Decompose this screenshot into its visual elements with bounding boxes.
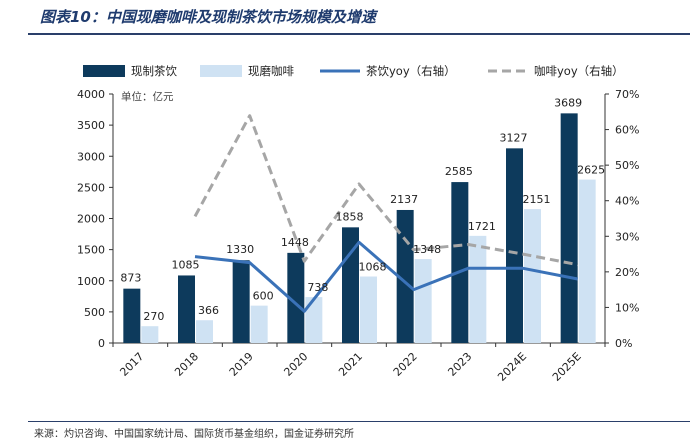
legend-swatch-coffee bbox=[200, 65, 242, 77]
right-tick-label: 0% bbox=[615, 337, 632, 350]
bar-coffee bbox=[469, 235, 487, 343]
chart-title: 图表10：中国现磨咖啡及现制茶饮市场规模及增速 bbox=[40, 8, 376, 26]
right-tick-label: 20% bbox=[615, 266, 639, 279]
bar-tea bbox=[232, 260, 250, 343]
x-tick-label: 2023 bbox=[445, 350, 474, 379]
data-label-tea: 2137 bbox=[390, 193, 418, 206]
legend-label-coffee: 现磨咖啡 bbox=[248, 64, 294, 78]
bar-tea bbox=[560, 113, 578, 344]
right-tick-label: 10% bbox=[615, 301, 639, 314]
bar-coffee bbox=[141, 326, 159, 343]
left-tick-label: 0 bbox=[98, 337, 105, 350]
data-label-tea: 1858 bbox=[336, 210, 364, 223]
title-divider bbox=[28, 33, 690, 35]
x-tick-label: 2017 bbox=[117, 350, 146, 379]
x-tick-label: 2025E bbox=[550, 350, 584, 384]
bar-coffee bbox=[524, 209, 541, 343]
right-tick-label: 50% bbox=[615, 159, 639, 172]
bar-tea bbox=[506, 148, 523, 343]
right-tick-label: 60% bbox=[615, 124, 639, 137]
data-label-tea: 3127 bbox=[500, 131, 528, 144]
data-label-coffee: 2151 bbox=[523, 193, 551, 206]
bar-tea bbox=[178, 275, 195, 343]
data-label-tea: 3689 bbox=[554, 96, 582, 109]
x-tick-label: 2018 bbox=[172, 350, 201, 379]
bar-coffee bbox=[578, 179, 596, 343]
left-tick-label: 1000 bbox=[77, 275, 105, 288]
unit-label: 单位：亿元 bbox=[121, 90, 174, 103]
left-tick-label: 500 bbox=[84, 306, 105, 319]
data-label-coffee: 738 bbox=[307, 281, 328, 294]
left-tick-label: 4000 bbox=[77, 88, 105, 101]
legend-label-tea: 现制茶饮 bbox=[131, 64, 177, 78]
bar-coffee bbox=[250, 305, 268, 343]
data-label-tea: 1085 bbox=[172, 258, 200, 271]
legend-label-coffee-yoy: 咖啡yoy（右轴） bbox=[534, 64, 624, 78]
bar-coffee bbox=[360, 276, 377, 343]
left-tick-label: 3000 bbox=[77, 150, 105, 163]
x-tick-label: 2019 bbox=[227, 350, 256, 379]
data-label-coffee: 1721 bbox=[468, 220, 496, 233]
right-tick-label: 70% bbox=[615, 88, 639, 101]
line-coffee-yoy bbox=[193, 114, 578, 267]
source-divider bbox=[28, 421, 690, 422]
data-label-tea: 2585 bbox=[445, 165, 473, 178]
left-tick-label: 2500 bbox=[77, 181, 105, 194]
data-label-coffee: 366 bbox=[198, 304, 219, 317]
data-label-tea: 1448 bbox=[281, 236, 309, 249]
x-tick-label: 2021 bbox=[336, 350, 365, 379]
right-tick-label: 40% bbox=[615, 195, 639, 208]
bar-coffee bbox=[305, 297, 323, 343]
x-tick-label: 2020 bbox=[281, 350, 310, 379]
source-note: 来源：灼识咨询、中国国家统计局、国际货币基金组织，国金证券研究所 bbox=[34, 429, 354, 440]
x-tick-label: 2024E bbox=[495, 350, 529, 384]
data-label-coffee: 1348 bbox=[413, 243, 441, 256]
bar-coffee bbox=[196, 320, 213, 343]
bar-tea bbox=[287, 252, 305, 343]
legend-swatch-tea bbox=[83, 65, 125, 77]
x-tick-label: 2022 bbox=[391, 350, 420, 379]
left-tick-label: 3500 bbox=[77, 119, 105, 132]
bar-tea bbox=[451, 182, 469, 343]
data-label-tea: 873 bbox=[120, 272, 141, 285]
left-tick-label: 1500 bbox=[77, 244, 105, 257]
data-label-coffee: 600 bbox=[253, 290, 274, 303]
data-label-coffee: 1068 bbox=[359, 261, 387, 274]
chart: 0 500 1000 1500 2000 2500 3000 3500 4000 0% 10% 20%… bbox=[77, 64, 639, 384]
right-tick-label: 30% bbox=[615, 230, 639, 243]
left-tick-label: 2000 bbox=[77, 213, 105, 226]
data-label-coffee: 270 bbox=[143, 310, 164, 323]
bar-coffee bbox=[414, 259, 432, 343]
line-tea-yoy bbox=[194, 240, 578, 313]
legend-label-tea-yoy: 茶饮yoy（右轴） bbox=[366, 64, 456, 78]
data-label-coffee: 2625 bbox=[577, 164, 605, 177]
data-label-tea: 1330 bbox=[226, 243, 254, 256]
bar-tea bbox=[123, 288, 141, 343]
